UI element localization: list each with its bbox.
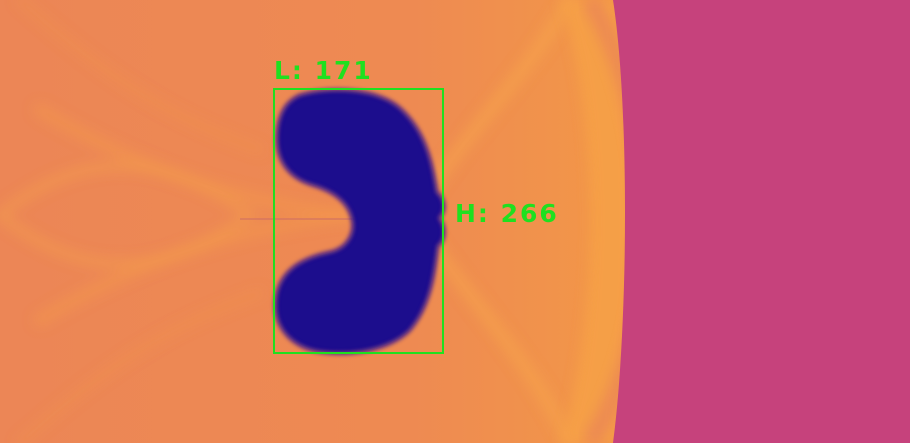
height-label: H: 266: [455, 199, 559, 228]
bounding-box: [273, 88, 444, 354]
magenta-region: [613, 0, 910, 443]
length-label: L: 171: [274, 56, 373, 85]
dense-blob: [275, 89, 445, 354]
wave-structures: [0, 0, 577, 443]
shock-band: [560, 0, 634, 443]
